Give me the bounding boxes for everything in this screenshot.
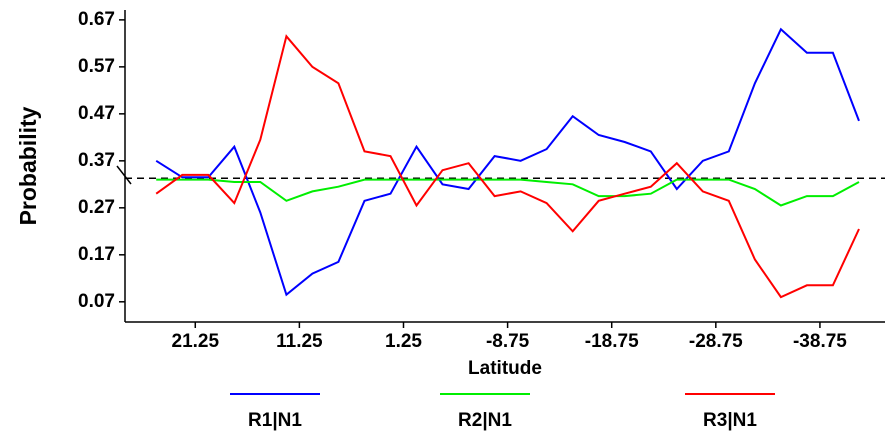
y-tick-label: 0.07 bbox=[78, 291, 115, 312]
y-tick-label: 0.67 bbox=[78, 9, 115, 30]
x-tick-label: 1.25 bbox=[385, 331, 422, 352]
y-tick-label: 0.47 bbox=[78, 103, 115, 124]
series-line bbox=[156, 178, 860, 207]
y-tick-label: 0.27 bbox=[78, 197, 115, 218]
x-tick-label: -18.75 bbox=[585, 331, 639, 352]
y-tick-label: 0.57 bbox=[78, 56, 115, 77]
x-tick-label: 11.25 bbox=[276, 331, 323, 352]
x-axis-label: Latitude bbox=[468, 358, 542, 379]
x-tick-label: -28.75 bbox=[689, 331, 743, 352]
axis-break bbox=[116, 165, 132, 185]
x-tick-label: 21.25 bbox=[172, 331, 220, 352]
legend-label: R2|N1 bbox=[458, 410, 512, 431]
legend-label: R3|N1 bbox=[703, 410, 757, 431]
y-axis-label: Probability bbox=[15, 106, 41, 225]
x-tick-label: -38.75 bbox=[793, 331, 847, 352]
y-tick-label: 0.37 bbox=[78, 150, 115, 171]
y-tick-label: 0.17 bbox=[78, 244, 115, 265]
x-tick-label: -8.75 bbox=[486, 331, 530, 352]
legend-label: R1|N1 bbox=[248, 410, 302, 431]
series-line bbox=[155, 27, 860, 297]
series-line bbox=[155, 34, 860, 299]
